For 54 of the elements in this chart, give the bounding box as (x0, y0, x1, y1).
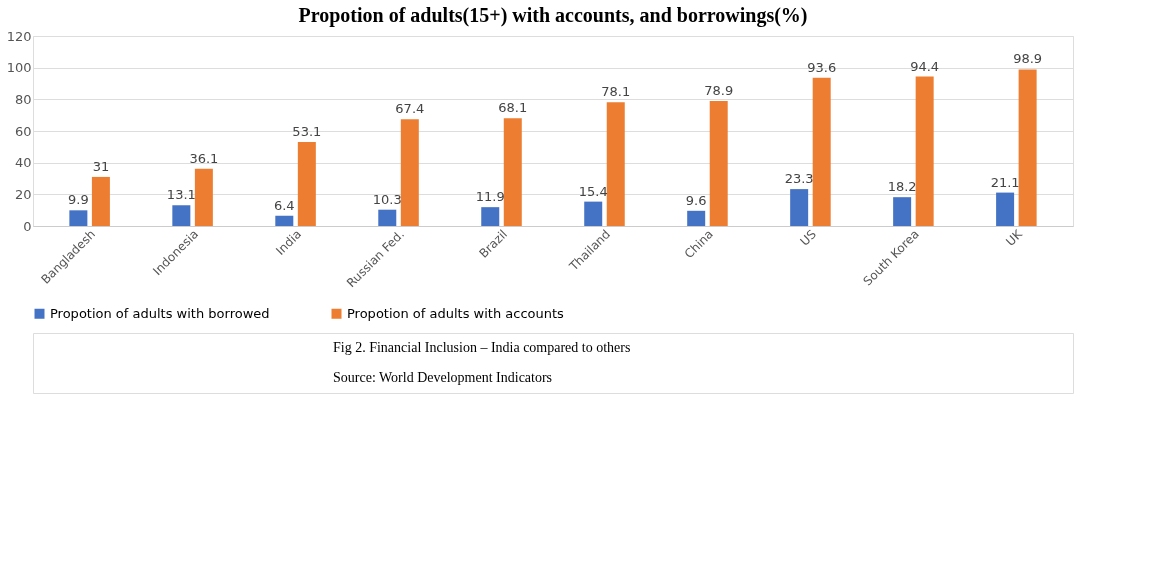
data-label: 6.4 (273, 197, 295, 213)
data-label: 11.9 (475, 189, 505, 205)
data-label: 13.1 (166, 187, 196, 203)
bar (1018, 69, 1037, 226)
data-label: 18.2 (887, 179, 917, 195)
y-tick-label: 20 (14, 186, 32, 202)
y-tick-label: 40 (14, 155, 32, 171)
data-label: 36.1 (189, 150, 219, 166)
data-label: 15.4 (578, 183, 608, 199)
bar (503, 118, 522, 226)
bar (790, 189, 809, 226)
caption: Fig 2. Financial Inclusion – India compared to others (333, 340, 631, 355)
x-tick-label: US (797, 227, 819, 249)
data-label: 78.9 (704, 83, 734, 99)
bar (606, 102, 625, 226)
data-label: 68.1 (498, 100, 528, 116)
bar (69, 210, 88, 226)
chart-title: Propotion of adults(15+) with accounts, and borrowings(%) (298, 4, 808, 27)
y-tick-label: 60 (14, 123, 32, 139)
y-tick-label: 0 (23, 218, 32, 234)
bar (687, 210, 706, 226)
bar (297, 141, 316, 226)
y-tick-label: 100 (6, 60, 32, 76)
bar (481, 207, 500, 226)
bar (709, 101, 728, 226)
bar (275, 215, 294, 226)
bar (194, 168, 213, 226)
data-label: 23.3 (784, 171, 814, 187)
data-label: 10.3 (372, 191, 402, 207)
data-label: 21.1 (990, 174, 1020, 190)
data-label: 93.6 (807, 59, 837, 75)
source-note: Source: World Development Indicators (333, 370, 553, 385)
bar (996, 192, 1015, 226)
data-label: 98.9 (1013, 51, 1043, 67)
legend-label: Propotion of adults with borrowed (50, 305, 270, 321)
x-tick-label: UK (1003, 226, 1026, 249)
bar (812, 77, 831, 226)
data-label: 31 (92, 158, 110, 174)
data-label: 9.9 (68, 192, 89, 208)
bar (915, 76, 934, 226)
y-tick-label: 80 (14, 91, 32, 107)
bar (172, 205, 191, 226)
bar (91, 176, 110, 226)
data-label: 53.1 (292, 123, 322, 139)
data-label: 78.1 (601, 84, 631, 100)
bar (378, 209, 397, 226)
data-label: 94.4 (910, 58, 940, 74)
bar (584, 201, 603, 226)
data-label: 67.4 (395, 101, 425, 117)
y-tick-label: 120 (6, 28, 32, 44)
legend-label: Propotion of adults with accounts (347, 305, 565, 321)
bar (400, 119, 419, 226)
data-label: 9.6 (685, 192, 707, 208)
bar (893, 197, 912, 226)
